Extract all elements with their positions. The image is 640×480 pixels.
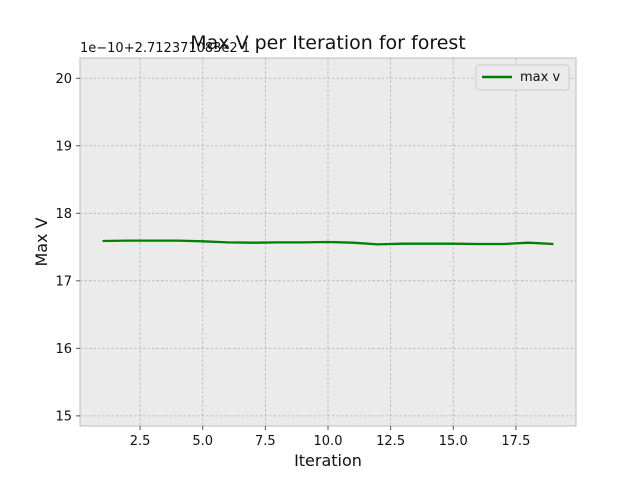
x-tick-label: 10.0 xyxy=(314,434,343,449)
y-axis-offset-text: 1e−10+2.71237108​3e2 1 xyxy=(80,41,250,56)
x-tick-label: 7.5 xyxy=(255,434,276,449)
x-tick-label: 12.5 xyxy=(376,434,405,449)
x-tick-label: 2.5 xyxy=(130,434,151,449)
x-tick-label: 5.0 xyxy=(192,434,213,449)
legend: max v xyxy=(475,64,570,91)
y-tick-label: 15 xyxy=(55,409,72,424)
x-axis-label: Iteration xyxy=(294,451,362,470)
y-tick-label: 20 xyxy=(55,72,72,87)
chart-title: Max V per Iteration for forest xyxy=(190,32,466,54)
legend-label-max-v: max v xyxy=(520,70,560,85)
y-axis-label: Max V xyxy=(32,217,51,266)
legend-box xyxy=(475,64,570,91)
y-axis-ticks: 15 16 17 18 19 20 xyxy=(55,72,80,424)
x-tick-label: 15.0 xyxy=(439,434,468,449)
grid xyxy=(80,58,576,426)
y-tick-label: 18 xyxy=(55,207,72,222)
y-tick-label: 19 xyxy=(55,139,72,154)
y-tick-label: 17 xyxy=(55,274,72,289)
x-tick-label: 17.5 xyxy=(501,434,530,449)
x-axis-ticks: 2.5 5.0 7.5 10.0 12.5 15.0 17.5 xyxy=(130,426,530,449)
series-layer xyxy=(102,239,554,246)
y-tick-label: 16 xyxy=(55,342,72,357)
